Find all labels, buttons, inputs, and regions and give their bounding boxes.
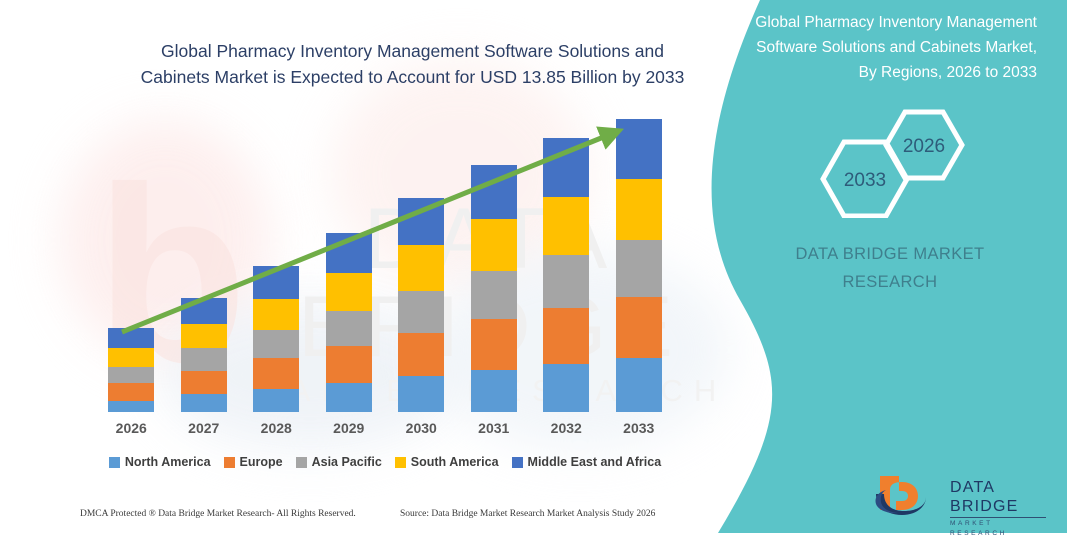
bar-segment: [253, 358, 300, 389]
bar-segment: [325, 346, 372, 383]
bar-column-2031: [470, 164, 517, 412]
bar-segment: [398, 376, 445, 412]
legend-swatch-icon: [394, 456, 406, 468]
hexagon-2026-label: 2026: [903, 136, 945, 157]
bar-segment: [470, 218, 517, 272]
bar-segment: [543, 197, 590, 256]
bar-segment: [615, 179, 662, 240]
bar-segment: [108, 382, 155, 401]
bar-segment: [325, 382, 372, 412]
legend-item-europe[interactable]: Europe: [223, 455, 283, 469]
footer-dmca-text: DMCA Protected ® Data Bridge Market Rese…: [80, 509, 356, 519]
legend-swatch-icon: [511, 456, 523, 468]
bar-segment: [470, 271, 517, 320]
regions-panel: Global Pharmacy Inventory Management Sof…: [700, 0, 1067, 533]
footer-source-text: Source: Data Bridge Market Research Mark…: [400, 509, 656, 519]
bar-segment: [253, 388, 300, 412]
legend-label: Middle East and Africa: [527, 455, 662, 469]
bar-column-2029: [325, 233, 372, 412]
bar-segment: [543, 137, 590, 198]
bar-column-2027: [180, 297, 227, 412]
legend-swatch-icon: [223, 456, 235, 468]
legend-label: Asia Pacific: [311, 455, 382, 469]
bar-segment: [470, 164, 517, 219]
bar-segment: [543, 255, 590, 308]
bar-segment: [180, 370, 227, 395]
x-axis-label-2033: 2033: [623, 420, 655, 436]
panel-brand-name: DATA BRIDGE MARKET RESEARCH: [760, 240, 1020, 296]
bar-segment: [325, 311, 372, 347]
legend-item-north-america[interactable]: North America: [108, 455, 211, 469]
teal-panel-shape: [711, 0, 1067, 533]
legend-label: North America: [124, 455, 211, 469]
x-axis-label-2031: 2031: [478, 420, 510, 436]
logo-tagline: MARKET RESEARCH: [950, 520, 1007, 537]
legend-item-asia-pacific[interactable]: Asia Pacific: [295, 455, 382, 469]
bar-segment: [108, 348, 155, 368]
bar-segment: [253, 265, 300, 300]
bar-segment: [615, 358, 662, 412]
bar-segment: [108, 400, 155, 412]
bar-segment: [398, 198, 445, 246]
bar-segment: [253, 299, 300, 331]
chart-headline: Global Pharmacy Inventory Management Sof…: [140, 41, 685, 87]
hexagon-2033-shape: [820, 139, 910, 218]
hexagon-2033-label: 2033: [844, 170, 886, 191]
bar-segment: [615, 296, 662, 359]
bar-segment: [543, 307, 590, 364]
bar-segment: [180, 323, 227, 349]
chart-panel: b DATA BRIDGE MARKET RESEARCH Global Pha…: [0, 41, 770, 531]
bar-column-2032: [543, 137, 590, 412]
bar-segment: [470, 319, 517, 370]
bar-segment: [543, 363, 590, 412]
legend-swatch-icon: [295, 456, 307, 468]
legend-item-south-america[interactable]: South America: [394, 455, 499, 469]
bar-segment: [398, 245, 445, 292]
bar-segment: [325, 233, 372, 274]
data-bridge-logo-icon: [875, 476, 926, 515]
bar-segment: [108, 328, 155, 349]
bar-segment: [615, 239, 662, 297]
x-axis: 2026 2027 2028 2029 2030 2031 2032 2033: [95, 420, 675, 444]
x-axis-label-2026: 2026: [115, 420, 147, 436]
legend-item-middle-east-and-africa[interactable]: Middle East and Africa: [511, 455, 662, 469]
legend-label: Europe: [239, 455, 283, 469]
bar-segment: [615, 118, 662, 180]
chart-legend: North America Europe Asia Pacific South Ame…: [95, 455, 675, 469]
hexagon-group: 2026 2033: [820, 109, 965, 218]
bar-column-2033: [615, 118, 662, 412]
logo-divider: [950, 517, 1046, 518]
legend-label: South America: [410, 455, 499, 469]
regions-panel-title: Global Pharmacy Inventory Management Sof…: [755, 14, 1037, 81]
legend-swatch-icon: [108, 456, 120, 468]
x-axis-label-2032: 2032: [550, 420, 582, 436]
x-axis-label-2030: 2030: [405, 420, 437, 436]
bar-segment: [470, 369, 517, 412]
data-bridge-logo-text: DATA BRIDGE MARKET RESEARCH: [950, 478, 1050, 539]
bar-segment: [398, 291, 445, 333]
bar-segment: [325, 273, 372, 312]
bar-column-2026: [108, 328, 155, 412]
panel-brand-line-2: RESEARCH: [842, 273, 938, 291]
bar-column-2028: [253, 265, 300, 412]
x-axis-label-2027: 2027: [188, 420, 220, 436]
bar-chart: [95, 110, 675, 412]
bar-column-2030: [398, 198, 445, 412]
x-axis-label-2029: 2029: [333, 420, 365, 436]
footer: DMCA Protected ® Data Bridge Market Rese…: [0, 505, 770, 531]
bar-segment: [108, 367, 155, 383]
bar-segment: [180, 297, 227, 324]
x-axis-label-2028: 2028: [260, 420, 292, 436]
bar-segment: [398, 332, 445, 377]
panel-brand-line-1: DATA BRIDGE MARKET: [795, 245, 985, 263]
bar-segment: [180, 394, 227, 412]
logo-name: DATA BRIDGE: [950, 479, 1019, 515]
bar-segment: [180, 348, 227, 371]
bar-segment: [253, 330, 300, 359]
